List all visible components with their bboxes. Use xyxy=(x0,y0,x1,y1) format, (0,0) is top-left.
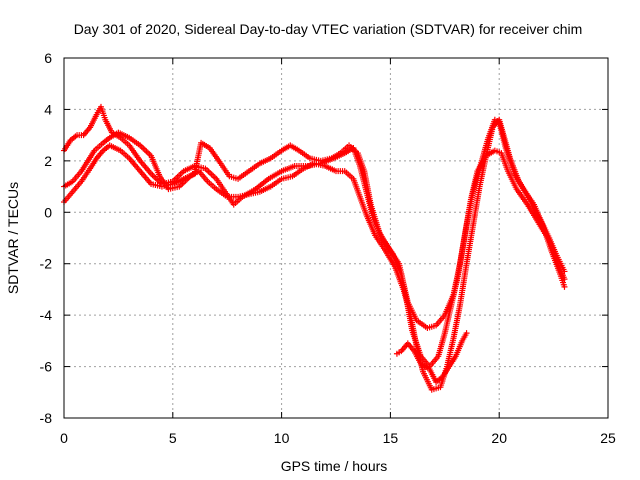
plot-frame xyxy=(63,57,609,419)
y-tick-label: 2 xyxy=(44,153,52,169)
x-tick-label: 15 xyxy=(383,430,399,446)
data-point xyxy=(561,276,568,283)
data-point xyxy=(561,283,568,290)
data-points xyxy=(61,103,568,393)
y-tick-label: 4 xyxy=(44,101,52,117)
grid xyxy=(64,58,608,418)
x-tick-label: 10 xyxy=(274,430,290,446)
y-tick-label: -8 xyxy=(40,410,53,426)
y-axis-label: SDTVAR / TECUs xyxy=(5,182,21,294)
y-axis: -8 -6 -4 -2 0 2 4 6 xyxy=(40,50,608,426)
y-tick-label: -4 xyxy=(40,307,53,323)
y-tick-label: -6 xyxy=(40,359,53,375)
y-tick-label: -2 xyxy=(40,256,53,272)
x-tick-label: 0 xyxy=(60,430,68,446)
x-axis: 0 5 10 15 20 25 xyxy=(60,58,616,446)
x-tick-label: 5 xyxy=(169,430,177,446)
x-tick-label: 25 xyxy=(600,430,616,446)
y-tick-label: 6 xyxy=(44,50,52,66)
data-point xyxy=(561,268,568,275)
x-axis-label: GPS time / hours xyxy=(281,458,388,474)
data-point xyxy=(463,330,470,337)
x-tick-label: 20 xyxy=(491,430,507,446)
chart-title: Day 301 of 2020, Sidereal Day-to-day VTE… xyxy=(74,21,583,37)
y-tick-label: 0 xyxy=(44,204,52,220)
